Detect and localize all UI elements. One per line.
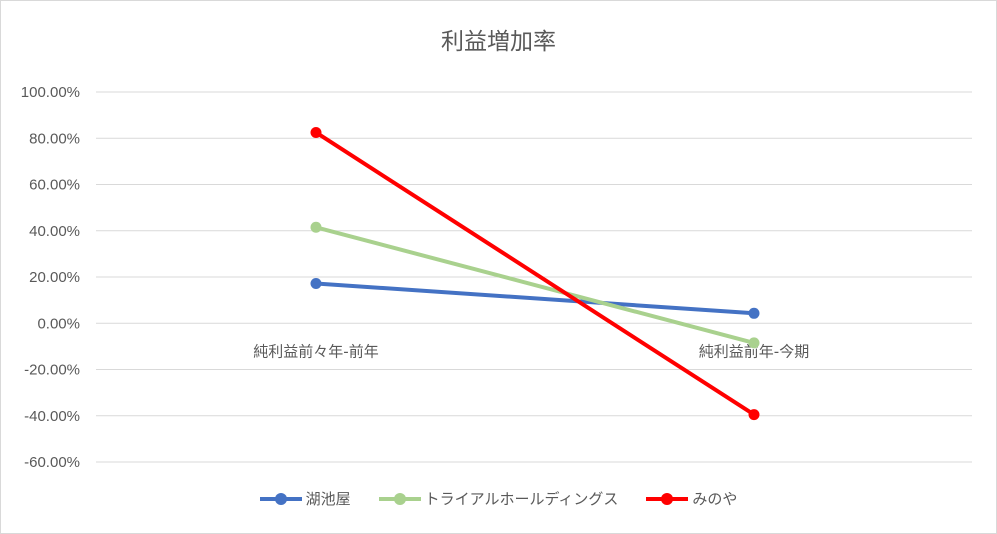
data-point bbox=[310, 221, 322, 233]
data-point bbox=[748, 337, 760, 349]
x-category-label: 純利益前々年-前年 bbox=[253, 342, 378, 360]
data-point bbox=[310, 126, 322, 138]
series-line bbox=[314, 130, 756, 417]
y-tick-label: -40.00% bbox=[24, 408, 80, 425]
y-tick-label: 0.00% bbox=[37, 315, 80, 332]
y-tick-label: 100.00% bbox=[21, 84, 80, 101]
y-tick-label: 20.00% bbox=[29, 269, 80, 286]
series-line bbox=[314, 225, 756, 345]
data-point bbox=[310, 277, 322, 289]
legend-item-kojimaya: 湖池屋 bbox=[259, 488, 351, 509]
y-tick-label: 40.00% bbox=[29, 223, 80, 240]
legend-item-trial: トライアルホールディングス bbox=[378, 488, 619, 509]
legend-item-minoya: みのや bbox=[646, 488, 737, 509]
y-tick-label: 80.00% bbox=[29, 130, 80, 147]
legend-swatch-kojimaya bbox=[259, 492, 302, 505]
legend-swatch-trial bbox=[378, 492, 421, 505]
legend-label-trial: トライアルホールディングス bbox=[424, 490, 619, 508]
y-tick-label: 60.00% bbox=[29, 177, 80, 194]
x-category-label: 純利益前年-今期 bbox=[699, 342, 809, 360]
series-line bbox=[314, 281, 756, 316]
y-tick-label: -20.00% bbox=[24, 362, 80, 379]
legend: 湖池屋 トライアルホールディングス みのや bbox=[0, 488, 997, 509]
chart-title: 利益増加率 bbox=[441, 29, 556, 55]
data-point bbox=[748, 409, 760, 421]
legend-label-kojimaya: 湖池屋 bbox=[305, 490, 351, 508]
data-point bbox=[748, 307, 760, 319]
y-tick-label: -60.00% bbox=[24, 454, 80, 471]
legend-swatch-minoya bbox=[646, 492, 689, 505]
legend-label-minoya: みのや bbox=[692, 490, 738, 508]
